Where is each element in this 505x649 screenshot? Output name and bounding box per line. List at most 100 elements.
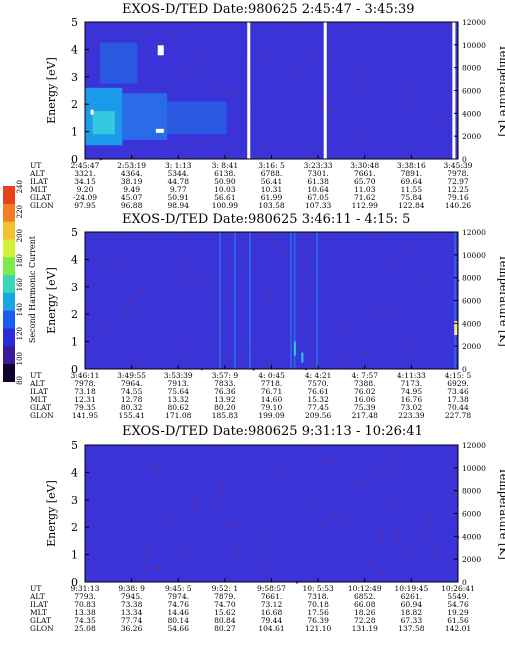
ephemeris-value: 137.58 bbox=[398, 624, 424, 633]
data-speckle bbox=[373, 232, 376, 235]
ephemeris-value: 17.38 bbox=[447, 395, 469, 404]
data-speckle bbox=[389, 29, 392, 32]
data-speckle bbox=[129, 269, 132, 272]
data-speckle bbox=[116, 270, 119, 273]
data-speckle bbox=[91, 40, 94, 43]
y-axis-label: Energy [eV] bbox=[45, 57, 58, 124]
data-speckle bbox=[209, 338, 212, 341]
colorbar-segment bbox=[3, 257, 15, 276]
ephemeris-value: 9:38: 9 bbox=[118, 584, 145, 593]
data-speckle bbox=[235, 553, 238, 556]
data-speckle bbox=[216, 280, 219, 282]
ephemeris-value: 7879. bbox=[214, 592, 235, 601]
ephemeris-value: 6261. bbox=[401, 592, 422, 601]
ephemeris-value: 80.27 bbox=[214, 624, 236, 633]
ephemeris-value: 107.33 bbox=[305, 201, 331, 210]
data-speckle bbox=[151, 467, 154, 470]
data-speckle bbox=[204, 56, 207, 58]
data-speckle bbox=[432, 315, 435, 317]
data-speckle bbox=[178, 237, 181, 239]
data-speckle bbox=[450, 97, 453, 99]
data-speckle bbox=[363, 93, 366, 96]
data-speckle bbox=[338, 525, 341, 527]
data-speckle bbox=[146, 552, 149, 554]
ephemeris-value: 80.62 bbox=[168, 403, 190, 412]
data-speckle bbox=[193, 494, 196, 496]
data-speckle bbox=[108, 295, 111, 297]
ephemeris-value: 155.41 bbox=[119, 411, 145, 420]
ephemeris-value: 9:31:13 bbox=[71, 584, 100, 593]
data-speckle bbox=[174, 534, 177, 537]
data-speckle bbox=[145, 570, 148, 572]
data-speckle bbox=[409, 99, 412, 102]
data-speckle bbox=[117, 233, 120, 236]
data-speckle bbox=[438, 345, 441, 347]
ephemeris-value: 19.29 bbox=[447, 608, 469, 617]
ephemeris-value: 56.41 bbox=[261, 177, 282, 186]
ephemeris-value: 3: 1:13 bbox=[165, 161, 192, 170]
ephemeris-row-label: ILAT bbox=[30, 177, 48, 186]
data-speckle bbox=[285, 336, 288, 339]
data-speckle bbox=[253, 261, 256, 263]
data-speckle bbox=[97, 239, 100, 241]
data-speckle bbox=[232, 47, 235, 49]
ephemeris-value: 3:53:39 bbox=[164, 371, 193, 380]
data-speckle bbox=[164, 155, 167, 157]
data-speckle bbox=[404, 531, 407, 533]
data-speckle bbox=[96, 321, 99, 324]
data-speckle bbox=[200, 95, 203, 97]
data-speckle bbox=[383, 574, 386, 577]
data-speckle bbox=[264, 361, 267, 364]
vertical-streak bbox=[293, 232, 296, 369]
data-speckle bbox=[348, 358, 351, 361]
data-speckle bbox=[431, 100, 434, 102]
data-speckle bbox=[258, 521, 261, 523]
ephemeris-value: 4: 7:57 bbox=[351, 371, 378, 380]
ephemeris-value: 7793. bbox=[74, 592, 95, 601]
ephemeris-value: 50.90 bbox=[214, 177, 236, 186]
ephemeris-value: 74.35 bbox=[74, 616, 96, 625]
data-speckle bbox=[429, 521, 432, 523]
ephemeris-value: 6852. bbox=[354, 592, 375, 601]
data-speckle bbox=[330, 490, 333, 492]
ephemeris-value: 4:15: 5 bbox=[445, 371, 472, 380]
data-speckle bbox=[309, 289, 312, 291]
data-speckle bbox=[263, 144, 266, 146]
data-speckle bbox=[406, 276, 409, 279]
data-speckle bbox=[399, 46, 402, 49]
data-speckle bbox=[200, 544, 203, 546]
data-speckle bbox=[259, 137, 262, 139]
data-speckle bbox=[329, 154, 332, 156]
ephemeris-value: 185.83 bbox=[212, 411, 238, 420]
ephemeris-value: 76.39 bbox=[307, 616, 329, 625]
data-speckle bbox=[214, 445, 217, 447]
data-speckle bbox=[367, 502, 370, 505]
ephemeris-value: 13.92 bbox=[214, 395, 236, 404]
ephemeris-value: 10.64 bbox=[307, 185, 329, 194]
data-speckle bbox=[349, 324, 352, 326]
data-speckle bbox=[337, 303, 340, 306]
data-speckle bbox=[177, 548, 180, 551]
data-speckle bbox=[260, 47, 263, 50]
ephemeris-value: 131.19 bbox=[352, 624, 378, 633]
data-speckle bbox=[144, 33, 147, 36]
data-speckle bbox=[218, 477, 221, 480]
data-speckle bbox=[233, 67, 236, 69]
ephemeris-value: 7974. bbox=[168, 592, 189, 601]
data-speckle bbox=[336, 461, 339, 463]
data-speckle bbox=[404, 247, 407, 250]
ephemeris-value: 44.78 bbox=[168, 177, 190, 186]
data-speckle bbox=[267, 574, 270, 576]
ephemeris-value: 76.02 bbox=[354, 387, 376, 396]
y-right-tick-label: 8000 bbox=[462, 274, 481, 283]
data-speckle bbox=[182, 266, 185, 268]
data-speckle bbox=[410, 547, 413, 550]
ephemeris-value: 7964. bbox=[121, 379, 142, 388]
ephemeris-value: 65.70 bbox=[354, 177, 376, 186]
ephemeris-value: 18.26 bbox=[354, 608, 376, 617]
data-speckle bbox=[154, 547, 157, 550]
data-speckle bbox=[412, 133, 415, 135]
data-speckle bbox=[293, 60, 296, 63]
emission-spot bbox=[454, 321, 458, 336]
data-speckle bbox=[420, 486, 423, 488]
